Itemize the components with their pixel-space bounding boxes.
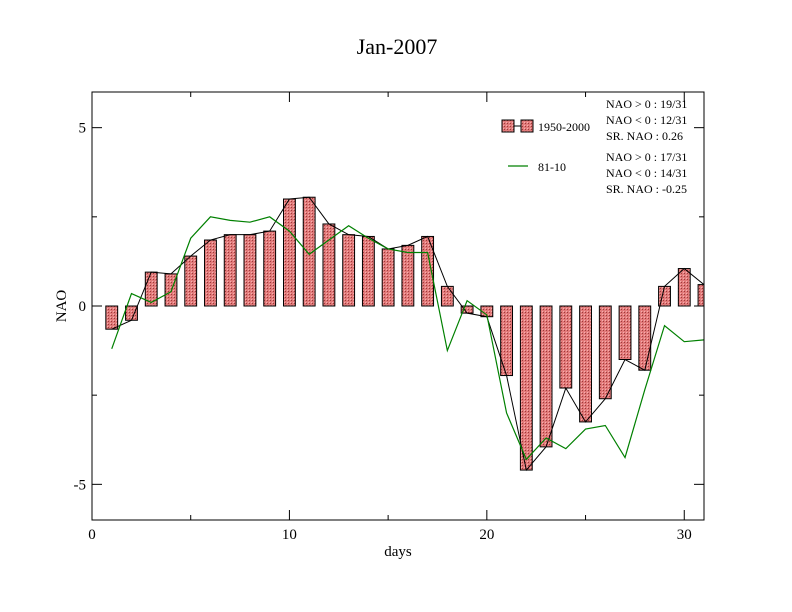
bar-day-16 — [401, 244, 415, 307]
y-tick-label--5: -5 — [74, 477, 87, 493]
stats-1-line-1: NAO > 0 : 19/31 — [606, 97, 687, 111]
bar-day-26 — [598, 305, 612, 400]
bar-day-18 — [440, 285, 454, 307]
x-tick-label-10: 10 — [282, 527, 297, 543]
bar-day-5 — [184, 255, 198, 307]
bar-day-15 — [381, 248, 395, 307]
bar-day-4 — [164, 273, 178, 307]
stats-1-line-2: NAO < 0 : 12/31 — [606, 113, 687, 127]
bar-day-31 — [697, 284, 704, 307]
plot-area — [105, 196, 704, 472]
series-81-10-line — [111, 216, 704, 461]
line-series — [111, 196, 704, 472]
legend-swatch-bar-right — [520, 119, 534, 133]
x-tick-label-20: 20 — [479, 527, 494, 543]
chart-title: Jan-2007 — [357, 34, 438, 59]
stats-1-line-3: SR. NAO : 0.26 — [606, 129, 683, 143]
bar-day-9 — [263, 230, 277, 307]
stats-2-line-2: NAO < 0 : 14/31 — [606, 166, 687, 180]
x-axis-label: days — [384, 544, 412, 560]
bar-day-6 — [204, 239, 217, 307]
bar-day-13 — [342, 234, 356, 307]
x-tick-label-0: 0 — [88, 527, 96, 543]
stats-2-line-1: NAO > 0 : 17/31 — [606, 150, 687, 164]
bar-day-8 — [243, 234, 257, 307]
y-tick-label-5: 5 — [79, 121, 87, 137]
legend-label-series-2: 81-10 — [538, 160, 566, 174]
bar-day-28 — [638, 305, 652, 371]
y-axis-label: NAO — [54, 290, 70, 323]
legend: 1950-2000 81-10 NAO > 0 : 19/31 NAO < 0 … — [501, 97, 687, 196]
bar-day-10 — [283, 198, 296, 307]
axes: 0 10 20 30 -5 0 5 — [74, 92, 704, 543]
bar-day-2 — [125, 305, 138, 321]
legend-swatch-bar-left — [501, 119, 515, 133]
x-tick-label-30: 30 — [677, 527, 692, 543]
bar-series — [105, 196, 704, 471]
series-1950-2000-line — [111, 196, 704, 472]
bar-day-14 — [361, 235, 375, 307]
bar-day-1 — [105, 305, 119, 330]
bar-day-22 — [519, 305, 533, 471]
bar-day-7 — [223, 234, 237, 307]
bar-day-25 — [579, 305, 592, 423]
bar-day-21 — [500, 305, 514, 377]
y-tick-label-0: 0 — [79, 299, 87, 315]
bar-day-27 — [618, 305, 632, 360]
bar-day-12 — [322, 223, 336, 307]
bar-day-30 — [677, 268, 691, 307]
bar-day-23 — [539, 305, 553, 448]
legend-label-series-1: 1950-2000 — [538, 120, 590, 134]
bar-day-24 — [559, 305, 573, 389]
stats-2-line-3: SR. NAO : -0.25 — [606, 182, 687, 196]
